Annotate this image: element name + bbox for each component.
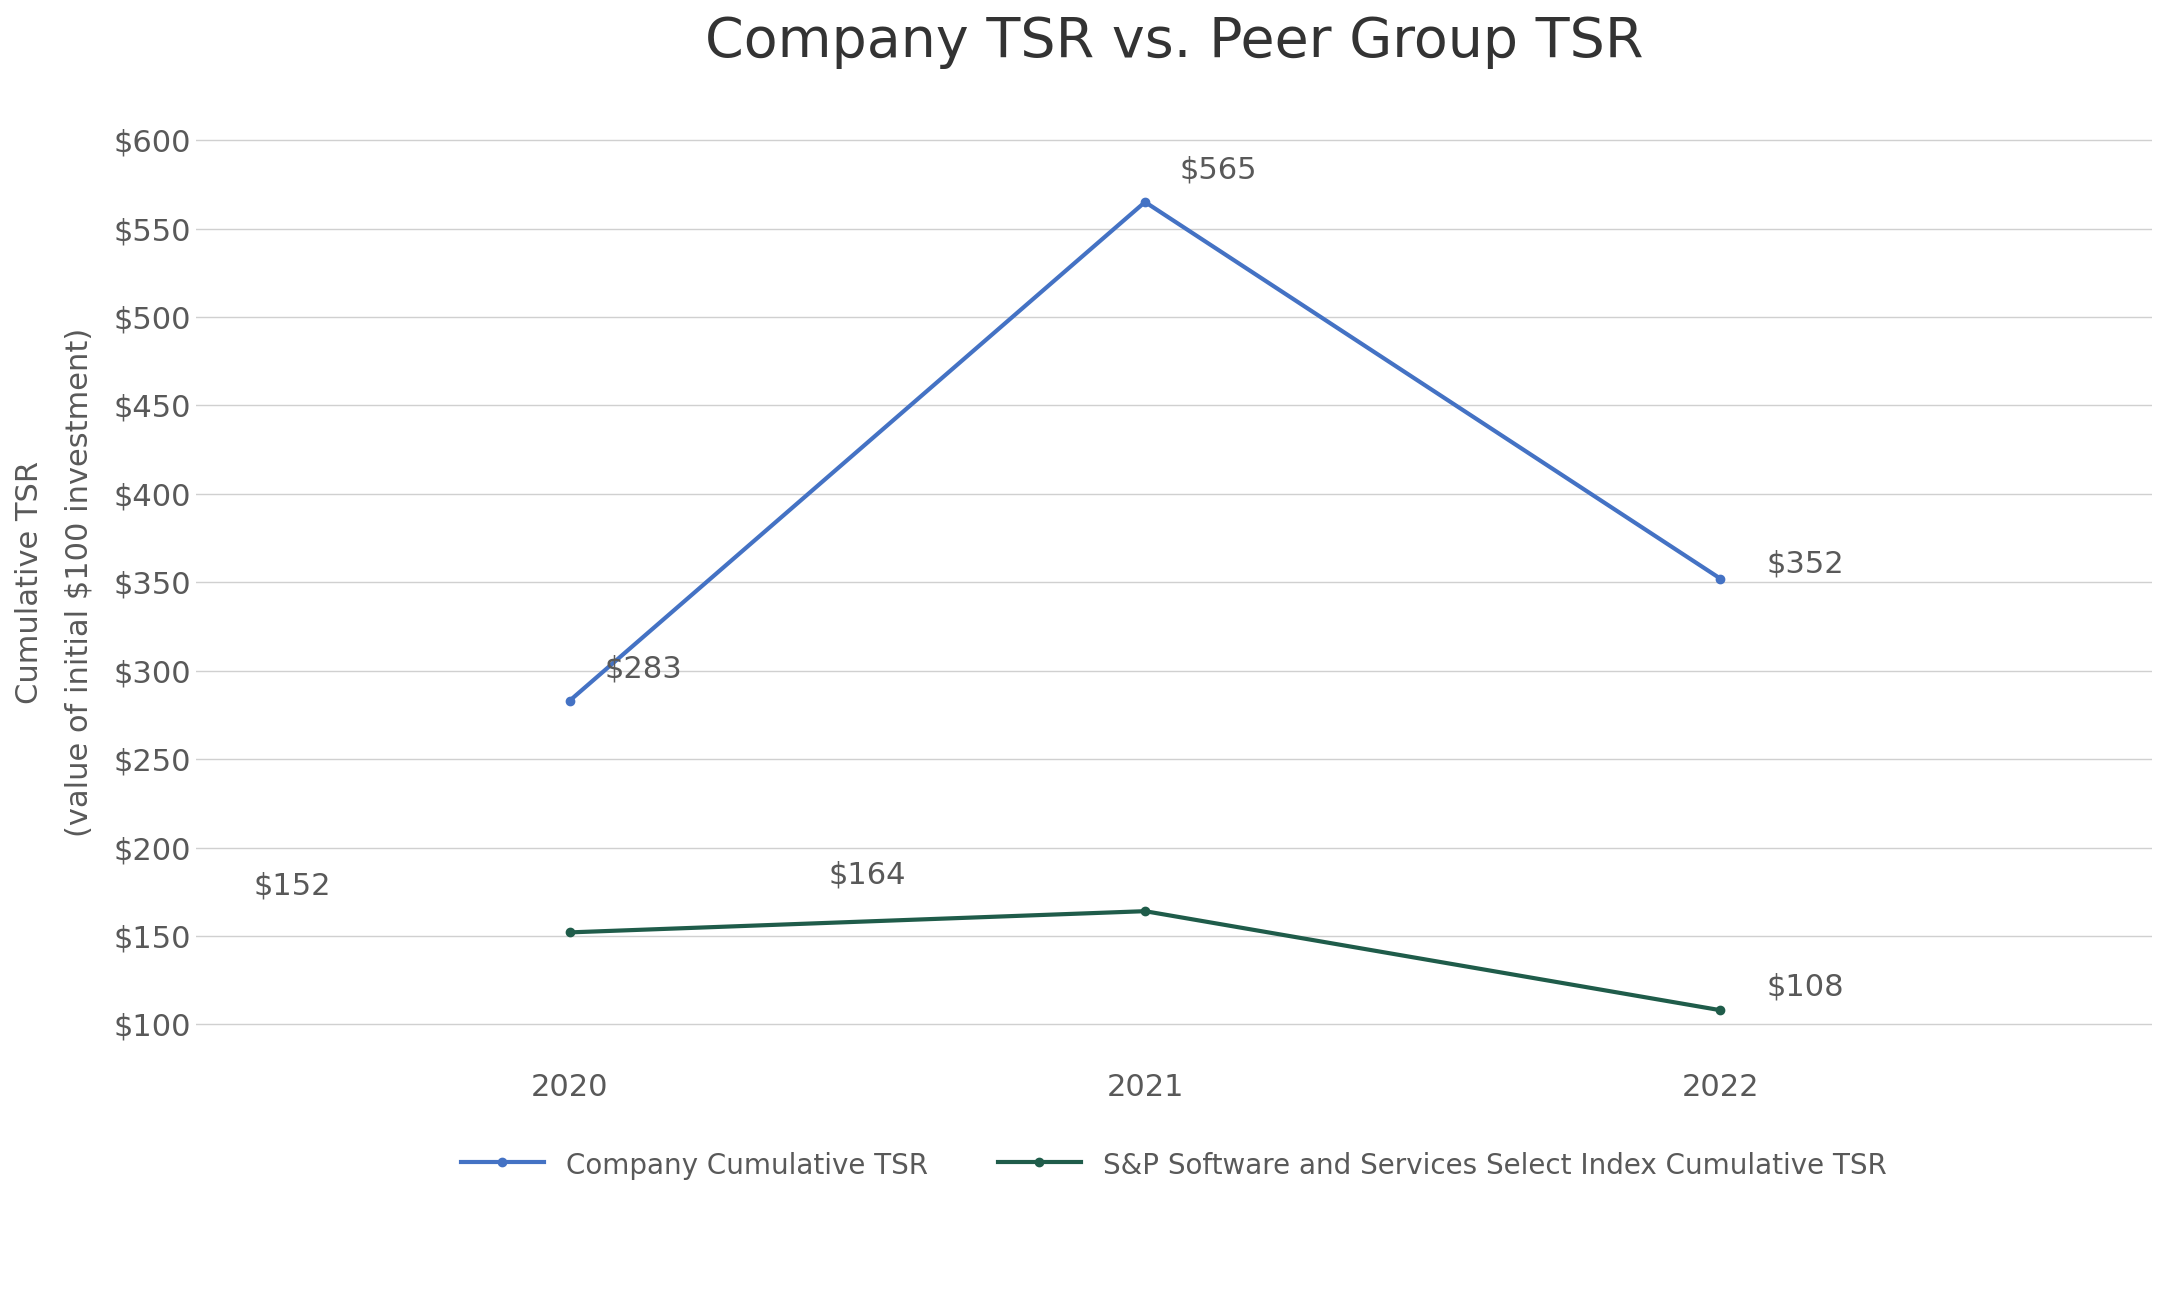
Text: $164: $164 [828, 861, 906, 890]
Company Cumulative TSR [1131, 194, 1157, 209]
S&P Software and Services Select Index Cumulative TSR [557, 925, 583, 941]
Text: $108: $108 [1766, 972, 1844, 1002]
Line: Company Cumulative TSR: Company Cumulative TSR [566, 198, 1725, 705]
Y-axis label: Cumulative TSR
(value of initial $100 investment): Cumulative TSR (value of initial $100 in… [15, 328, 93, 837]
Text: $565: $565 [1179, 155, 1257, 185]
Company Cumulative TSR [1708, 571, 1734, 587]
S&P Software and Services Select Index Cumulative TSR [1708, 1002, 1734, 1017]
Line: S&P Software and Services Select Index Cumulative TSR: S&P Software and Services Select Index C… [566, 907, 1725, 1015]
Legend: Company Cumulative TSR, S&P Software and Services Select Index Cumulative TSR: Company Cumulative TSR, S&P Software and… [449, 1138, 1898, 1190]
S&P Software and Services Select Index Cumulative TSR [1131, 903, 1157, 919]
Text: $152: $152 [254, 872, 332, 900]
Title: Company TSR vs. Peer Group TSR: Company TSR vs. Peer Group TSR [704, 16, 1643, 69]
Text: $283: $283 [605, 654, 683, 683]
Company Cumulative TSR [557, 693, 583, 709]
Text: $352: $352 [1766, 550, 1844, 579]
